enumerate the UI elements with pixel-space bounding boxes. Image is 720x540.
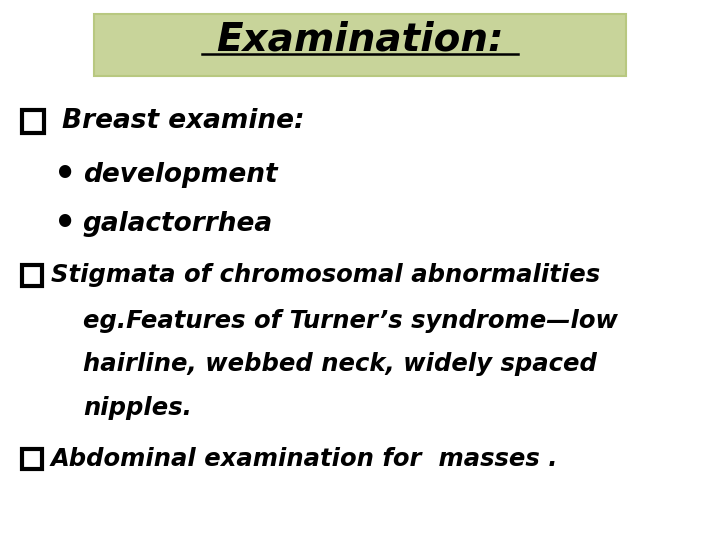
Bar: [22, 265, 42, 286]
Text: galactorrhea: galactorrhea: [83, 211, 273, 237]
Bar: [22, 110, 45, 133]
Text: development: development: [83, 163, 277, 188]
Text: hairline, webbed neck, widely spaced: hairline, webbed neck, widely spaced: [83, 353, 597, 376]
FancyBboxPatch shape: [94, 14, 626, 76]
Bar: [22, 449, 42, 469]
Text: Breast examine:: Breast examine:: [63, 109, 305, 134]
Text: Stigmata of chromosomal abnormalities: Stigmata of chromosomal abnormalities: [50, 264, 600, 287]
Text: eg.Features of Turner’s syndrome—low: eg.Features of Turner’s syndrome—low: [83, 309, 618, 333]
Text: •: •: [54, 159, 76, 192]
Text: Abdominal examination for  masses .: Abdominal examination for masses .: [50, 447, 558, 471]
Text: Examination:: Examination:: [216, 20, 504, 58]
Text: •: •: [54, 207, 76, 241]
Text: nipples.: nipples.: [83, 396, 192, 420]
